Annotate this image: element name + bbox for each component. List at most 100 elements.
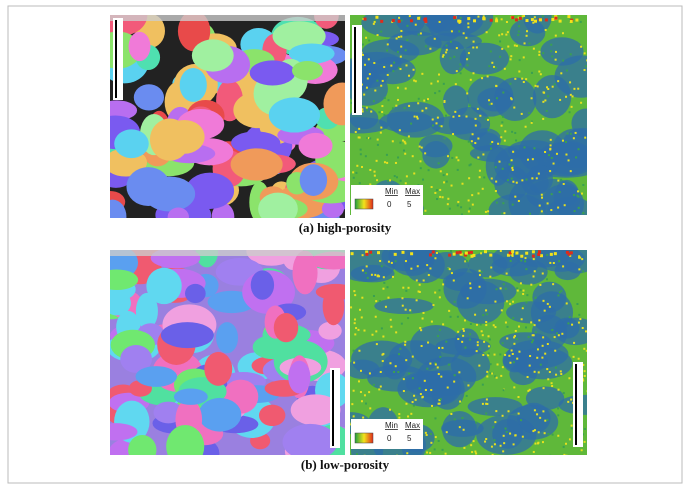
speck (580, 46, 582, 48)
speck (525, 78, 527, 80)
speck (400, 36, 402, 38)
speck (429, 267, 431, 269)
speck (388, 261, 390, 263)
surface-speck (531, 18, 534, 21)
surface-speck (525, 19, 528, 22)
surface-speck (545, 18, 548, 21)
speck (443, 101, 445, 103)
speck (510, 260, 512, 262)
speck (481, 330, 483, 332)
speck (487, 117, 489, 119)
speck (426, 368, 428, 370)
speck (503, 283, 505, 285)
surface-speck (457, 20, 460, 23)
speck (584, 137, 586, 139)
speck (529, 355, 531, 357)
speck (366, 107, 368, 109)
speck (553, 262, 555, 264)
speck (514, 44, 516, 46)
speck (401, 323, 403, 325)
speck (495, 85, 497, 87)
speck (558, 334, 560, 336)
speck (354, 294, 356, 296)
speck (470, 287, 472, 289)
speck (419, 284, 421, 286)
speck (373, 384, 375, 386)
speck (367, 77, 369, 79)
speck (544, 310, 546, 312)
speck (431, 405, 433, 407)
speck (425, 389, 427, 391)
speck (360, 153, 362, 155)
surface-speck (369, 251, 372, 254)
speck (521, 78, 523, 80)
speck (437, 366, 439, 368)
speck (559, 99, 561, 101)
speck (523, 146, 525, 148)
speck (408, 135, 410, 137)
speck (523, 56, 525, 58)
speck (525, 301, 527, 303)
speck (542, 15, 544, 17)
speck (518, 70, 520, 72)
speck (422, 317, 424, 319)
speck (484, 441, 486, 443)
speck (512, 301, 514, 303)
speck (506, 431, 508, 433)
speck (512, 169, 514, 171)
speck (410, 123, 412, 125)
speck (505, 321, 507, 323)
speck (442, 449, 444, 451)
speck (550, 50, 552, 52)
grain (161, 322, 214, 348)
speck (520, 289, 522, 291)
speck (472, 47, 474, 49)
speck (435, 363, 437, 365)
speck (421, 110, 423, 112)
speck (362, 417, 364, 419)
speck (367, 277, 369, 279)
speck (377, 144, 379, 146)
speck (420, 167, 422, 169)
speck (382, 336, 384, 338)
speck (513, 386, 515, 388)
speck (463, 32, 465, 34)
speck (509, 433, 511, 435)
speck (503, 442, 505, 444)
speck (463, 447, 465, 449)
speck (510, 97, 512, 99)
speck (523, 81, 525, 83)
speck (472, 133, 474, 135)
speck (434, 417, 436, 419)
grain (250, 60, 296, 85)
speck (460, 72, 462, 74)
grain (259, 405, 285, 426)
speck (405, 260, 407, 262)
surface-speck (520, 255, 523, 258)
speck (544, 420, 546, 422)
speck (512, 317, 514, 319)
speck (443, 174, 445, 176)
speck (577, 190, 579, 192)
speck (360, 370, 362, 372)
speck (393, 371, 395, 373)
speck (491, 373, 493, 375)
speck (432, 118, 434, 120)
speck (557, 180, 559, 182)
speck (438, 74, 440, 76)
speck (440, 398, 442, 400)
speck (365, 403, 367, 405)
speck (475, 125, 477, 127)
speck (500, 250, 502, 252)
speck (453, 56, 455, 58)
speck (434, 292, 436, 294)
speck (381, 265, 383, 267)
speck (394, 175, 396, 177)
speck (362, 269, 364, 271)
speck (447, 203, 449, 205)
speck (526, 294, 528, 296)
speck (489, 276, 491, 278)
speck (514, 78, 516, 80)
speck (485, 118, 487, 120)
surface-speck (429, 253, 432, 256)
